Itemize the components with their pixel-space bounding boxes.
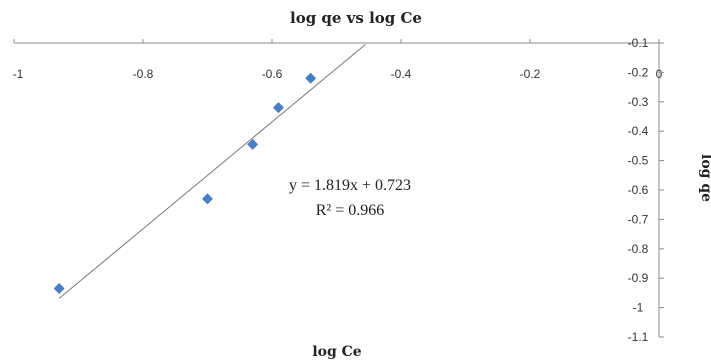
y-tick-label: -0.5	[628, 154, 649, 168]
y-tick-label: -1	[633, 301, 644, 315]
data-points	[53, 72, 317, 294]
data-point	[272, 102, 284, 114]
x-tick-label: -0.8	[133, 67, 154, 81]
trendline	[58, 43, 366, 299]
y-tick-label: -0.3	[628, 95, 649, 109]
y-tick-label: -0.8	[628, 242, 649, 256]
trend-equation: y = 1.819x + 0.723	[289, 177, 411, 194]
y-tick-label: -0.9	[628, 271, 649, 285]
x-axis-title: log Ce	[312, 344, 361, 360]
y-tick-label: -0.4	[628, 124, 649, 138]
x-tick-label: -0.6	[262, 67, 283, 81]
data-point	[305, 72, 317, 84]
x-ticks: -1 -0.8 -0.6 -0.4 -0.2 0	[13, 39, 663, 81]
chart-title: log qe vs log Ce	[290, 9, 422, 27]
r-squared: R² = 0.966	[316, 202, 385, 219]
y-tick-label: -0.7	[628, 212, 649, 226]
y-axis-title: log qe	[698, 154, 711, 202]
x-tick-label: -0.2	[520, 67, 541, 81]
y-tick-label: -0.1	[628, 36, 649, 50]
x-tick-label: 0	[656, 67, 663, 81]
data-point	[247, 138, 259, 150]
x-tick-label: -1	[13, 67, 24, 81]
x-tick-label: -0.4	[391, 67, 412, 81]
data-point	[202, 193, 213, 205]
y-tick-label: -0.6	[628, 183, 649, 197]
data-point	[53, 282, 65, 294]
y-tick-label: -0.2	[628, 65, 649, 79]
y-tick-label: -1.1	[628, 330, 649, 344]
y-ticks: -0.1 -0.2 -0.3 -0.4 -0.5 -0.6 -0.7 -0.8 -0.9 -1 -1…	[628, 36, 664, 344]
